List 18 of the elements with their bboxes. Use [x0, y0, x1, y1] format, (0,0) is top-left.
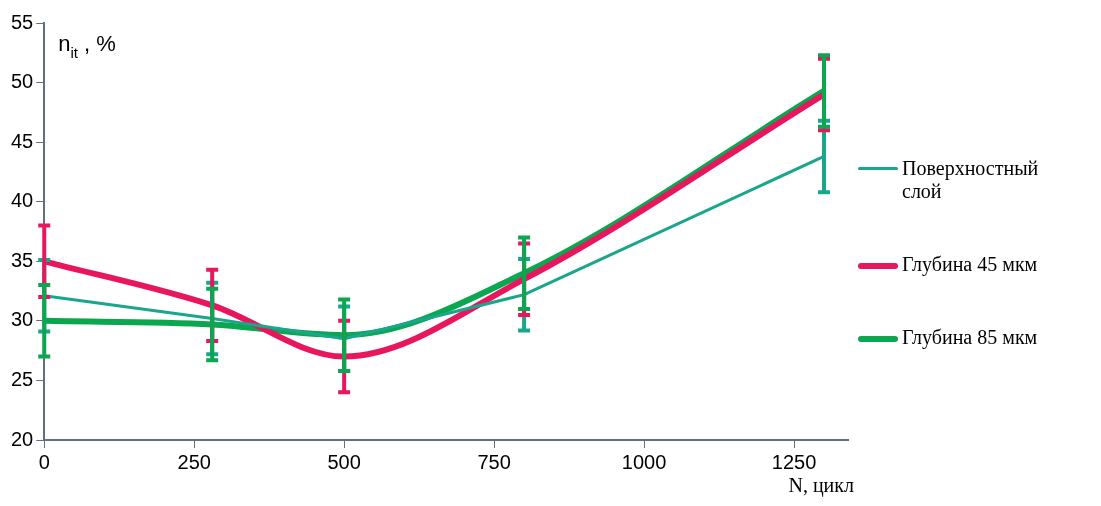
y-tick-label: 55	[11, 10, 34, 33]
x-tick-label: 250	[177, 450, 211, 473]
legend-label: Глубина 85 мкм	[902, 326, 1038, 349]
legend-label: Глубина 45 мкм	[902, 253, 1038, 276]
y-tick-label: 50	[11, 70, 34, 93]
x-axis-title: N, цикл	[788, 474, 855, 497]
x-tick-label: 500	[327, 450, 361, 473]
legend-label: Поверхностный слой	[902, 157, 1040, 203]
y-tick-label: 35	[11, 248, 34, 271]
y-tick-label: 40	[11, 189, 34, 212]
x-tick-label: 750	[477, 450, 511, 473]
y-tick-label: 20	[11, 427, 34, 450]
x-tick-label: 0	[38, 450, 50, 473]
y-tick-label: 25	[11, 367, 34, 390]
y-tick-label: 45	[11, 129, 34, 152]
x-tick-label: 1250	[771, 450, 817, 473]
x-tick-label: 1000	[621, 450, 667, 473]
y-tick-label: 30	[11, 308, 34, 331]
